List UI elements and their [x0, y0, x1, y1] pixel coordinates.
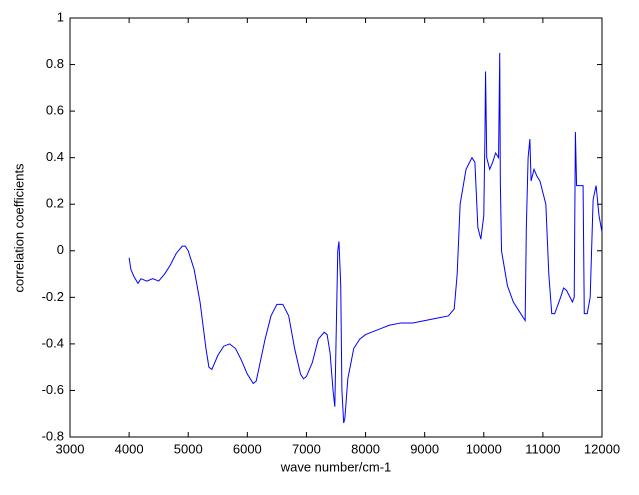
x-tick-label: 3000	[56, 441, 85, 456]
x-axis-label: wave number/cm-1	[280, 459, 392, 474]
y-tick-label: 0.8	[46, 56, 64, 71]
axes-box	[69, 17, 603, 438]
y-tick-label: 1	[57, 9, 64, 24]
y-tick-label: 0.2	[46, 196, 64, 211]
x-tick-label: 11000	[525, 441, 560, 456]
data-line	[128, 52, 603, 424]
x-tick-label: 5000	[174, 441, 203, 456]
x-tick-label: 12000	[584, 441, 620, 456]
y-tick-label: -0.2	[42, 289, 64, 304]
y-axis-label: correlation coefficients	[11, 163, 26, 293]
x-tick-label: 8000	[351, 441, 380, 456]
x-tick-label: 10000	[466, 441, 502, 456]
x-tick-label: 9000	[410, 441, 439, 456]
y-tick-label: 0.4	[46, 149, 64, 164]
y-tick-label: -0.8	[42, 428, 64, 443]
x-tick-label: 7000	[292, 441, 321, 456]
y-tick-label: 0.6	[46, 103, 64, 118]
x-tick-label: 4000	[115, 441, 144, 456]
y-tick-label: 0	[57, 242, 64, 257]
x-tick-label: 6000	[233, 441, 262, 456]
y-tick-label: -0.6	[42, 382, 64, 397]
y-tick-label: -0.4	[42, 335, 64, 350]
